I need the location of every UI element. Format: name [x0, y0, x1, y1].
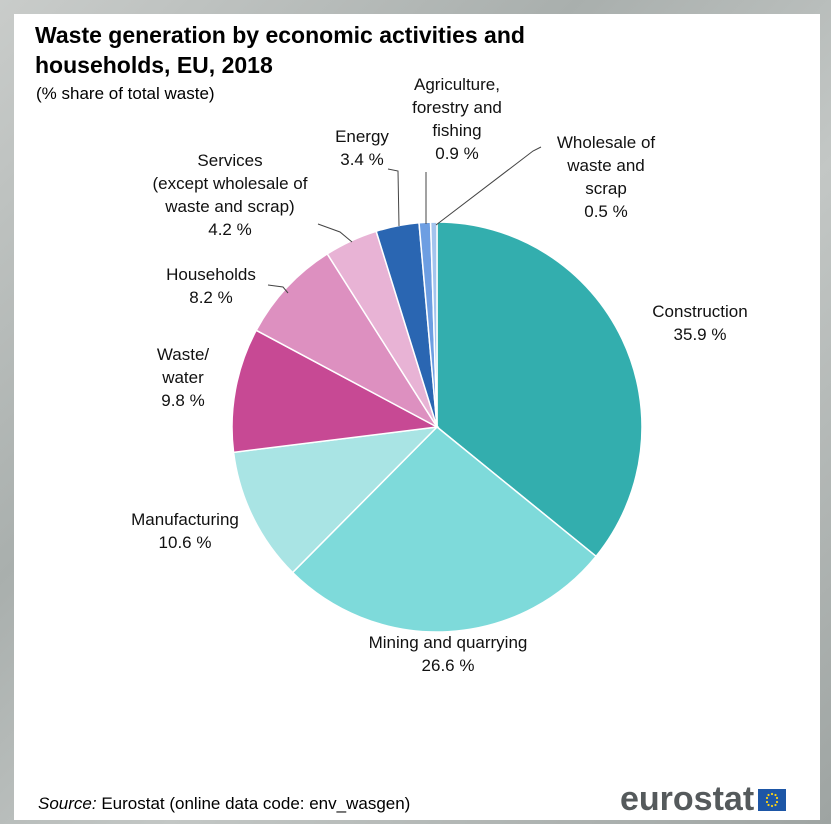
slice-label-line: Manufacturing — [131, 510, 239, 529]
eurostat-logo: eurostat — [620, 780, 787, 818]
slice-label-manufacturing: Manufacturing 10.6 % — [131, 510, 239, 552]
slice-label-line: forestry and — [412, 98, 502, 117]
slice-label-line: 3.4 % — [340, 150, 383, 169]
source-label: Source: — [38, 794, 97, 813]
slice-label-line: Wholesale of — [557, 133, 656, 152]
source-text: Eurostat (online data code: env_wasgen) — [96, 794, 411, 813]
source-note: Source: Eurostat (online data code: env_… — [38, 794, 410, 814]
slice-label-line: waste and scrap) — [164, 197, 294, 216]
eurostat-logo-text: eurostat — [620, 780, 755, 818]
slice-label-services: Services (except wholesale of waste and sc… — [153, 151, 308, 239]
slice-label-line: 8.2 % — [189, 288, 232, 307]
slice-label-line: 10.6 % — [159, 533, 212, 552]
slice-label-line: Construction — [652, 302, 747, 321]
slice-label-households: Households 8.2 % — [166, 265, 256, 307]
slice-label-construction: Construction 35.9 % — [652, 302, 747, 344]
slice-label-line: 0.5 % — [584, 202, 627, 221]
slice-label-line: 26.6 % — [422, 656, 475, 675]
slice-label-line: 0.9 % — [435, 144, 478, 163]
slice-label-line: Energy — [335, 127, 389, 146]
pie-slice-households — [255, 252, 440, 430]
slice-label-waste-water: Waste/water 9.8 % — [157, 345, 210, 410]
leader-line-households — [267, 284, 289, 294]
slice-label-line: (except wholesale of — [153, 174, 308, 193]
chart-subtitle: (% share of total waste) — [36, 84, 215, 103]
slice-label-line: 9.8 % — [161, 391, 204, 410]
slice-label-agriculture: Agriculture, forestry and fishing 0.9 % — [412, 75, 502, 163]
slice-label-line: water — [161, 368, 204, 387]
pie-slice-mining — [291, 425, 598, 633]
slice-label-line: Services — [197, 151, 262, 170]
chart-title: Waste generation by economic activities … — [35, 22, 525, 78]
slice-label-line: fishing — [432, 121, 481, 140]
pie-slice-construction — [436, 221, 643, 558]
pie-slice-manufacturing — [232, 425, 440, 574]
slice-label-line: 4.2 % — [208, 220, 251, 239]
slice-label-line: Households — [166, 265, 256, 284]
leader-line-services — [317, 223, 353, 243]
leader-line-energy — [387, 168, 400, 227]
pie-slice-waste-water — [231, 329, 440, 454]
slice-label-wholesale: Wholesale of waste and scrap 0.5 % — [557, 133, 656, 221]
slice-label-line: waste and — [566, 156, 645, 175]
eu-flag-icon — [758, 789, 787, 811]
slice-label-energy: Energy 3.4 % — [335, 127, 389, 169]
slice-label-line: 35.9 % — [674, 325, 727, 344]
slice-label-line: Waste/ — [157, 345, 210, 364]
slice-label-line: Agriculture, — [414, 75, 500, 94]
slice-label-line: Mining and quarrying — [369, 633, 528, 652]
slice-label-line: scrap — [585, 179, 627, 198]
slice-label-mining: Mining and quarrying 26.6 % — [369, 633, 528, 675]
leader-line-wholesale — [435, 146, 542, 226]
pie-slice-wholesale — [429, 221, 438, 428]
